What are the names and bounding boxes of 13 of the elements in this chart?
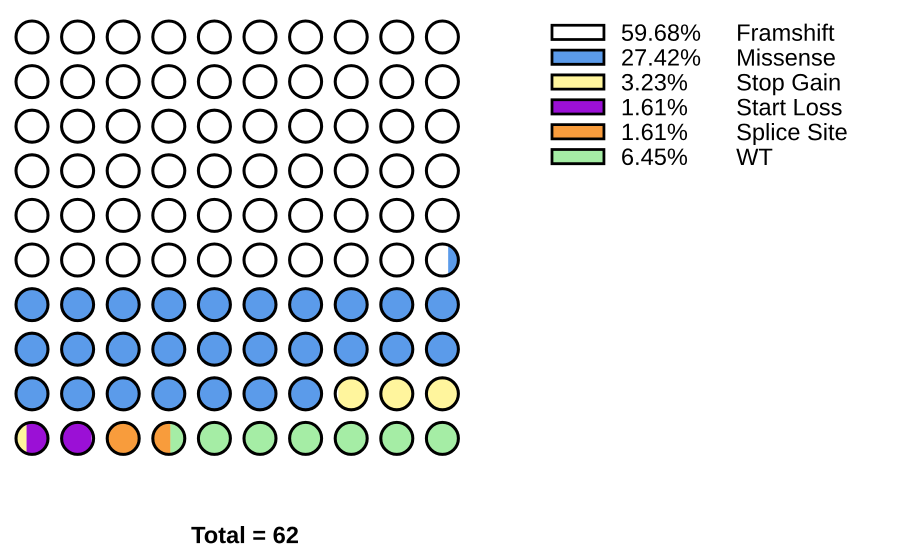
category-label: Framshift	[738, 24, 834, 41]
data-label: 1.61%	[622, 98, 688, 116]
text: Total = 62	[191, 526, 298, 544]
data-label: 1.61%	[622, 124, 688, 140]
data-label: 27.42%	[622, 49, 700, 66]
category-label: Missense	[738, 48, 835, 66]
data-label: 59.68%	[622, 24, 700, 41]
data-label: 3.23%	[622, 74, 688, 91]
category-label: Start Loss	[737, 98, 842, 116]
category-label: WT	[736, 148, 772, 165]
category-label: Splice Site	[737, 122, 847, 145]
category-label: Stop Gain	[737, 73, 840, 96]
data-label: 6.45%	[622, 148, 688, 166]
